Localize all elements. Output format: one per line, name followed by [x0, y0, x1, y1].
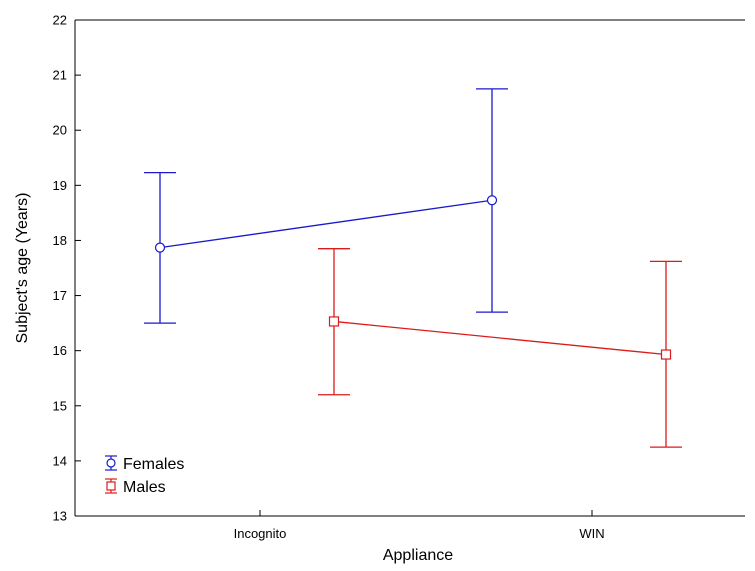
y-tick-label: 19	[53, 178, 67, 193]
data-point	[328, 316, 340, 327]
y-tick-label: 13	[53, 509, 67, 524]
data-point	[154, 242, 166, 253]
legend-marker	[106, 481, 116, 491]
y-tick-label: 18	[53, 233, 67, 248]
data-point	[486, 195, 498, 206]
legend-label: Males	[123, 479, 166, 496]
series-line	[333, 320, 667, 356]
legend: Females Males	[105, 455, 184, 496]
y-tick-label: 16	[53, 343, 67, 358]
legend-item: Females	[105, 455, 184, 473]
y-ticks: 13 14 15 16 17 18 19 20 21 22	[53, 13, 81, 524]
data-point	[660, 349, 672, 360]
y-tick-label: 14	[53, 453, 67, 468]
legend-label: Females	[123, 456, 184, 473]
series-females	[144, 88, 508, 324]
series-line	[159, 199, 493, 249]
legend-item: Males	[105, 478, 166, 496]
y-axis-title: Subject's age (Years)	[14, 193, 31, 344]
legend-marker	[106, 458, 116, 468]
x-axis-title: Appliance	[383, 547, 453, 564]
series-layer	[144, 88, 682, 448]
y-tick-label: 15	[53, 398, 67, 413]
y-tick-label: 17	[53, 288, 67, 303]
x-ticks: Incognito WIN	[234, 510, 605, 541]
series-males	[318, 248, 682, 448]
y-tick-label: 22	[53, 13, 67, 28]
y-tick-label: 21	[53, 68, 67, 83]
plot-frame	[74, 19, 745, 517]
y-tick-label: 20	[53, 123, 67, 138]
x-tick-label: Incognito	[234, 526, 287, 541]
x-tick-label: WIN	[579, 526, 604, 541]
